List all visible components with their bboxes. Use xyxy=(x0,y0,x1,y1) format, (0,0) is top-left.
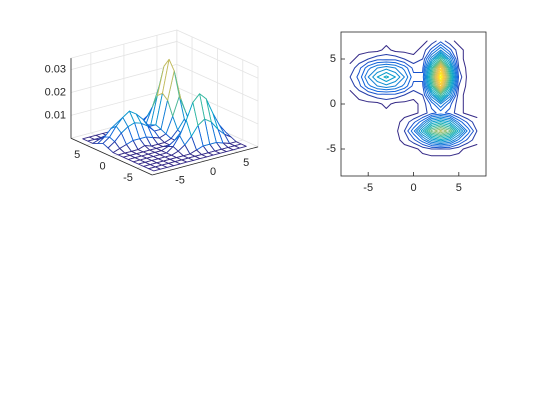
y-tick-label: 0 xyxy=(100,161,106,173)
grid-line xyxy=(176,63,259,102)
contour-line xyxy=(438,72,443,82)
mesh-cell xyxy=(162,58,175,101)
contour-line xyxy=(364,46,468,146)
y-tick-label: 5 xyxy=(330,53,336,65)
grid-line xyxy=(176,86,259,125)
x-tick-label: -5 xyxy=(175,175,185,187)
contour-line xyxy=(428,58,453,136)
contour-line xyxy=(349,40,478,157)
y-axis-line xyxy=(70,137,153,176)
contour-line xyxy=(383,54,459,141)
z-tick-label: 0.01 xyxy=(45,109,66,121)
grid-line xyxy=(70,41,177,70)
y-tick-label: -5 xyxy=(123,172,133,184)
x-tick-label: 0 xyxy=(210,166,216,178)
y-tick-label: -5 xyxy=(326,143,336,155)
contour-line xyxy=(356,41,474,149)
grid-line xyxy=(70,63,177,93)
x-axis-line xyxy=(152,146,259,176)
contour-line xyxy=(439,75,442,79)
plot-area xyxy=(341,32,486,176)
grid-line xyxy=(176,41,259,79)
contour-line xyxy=(434,62,448,132)
mesh-cell xyxy=(192,93,206,126)
mesh-cell xyxy=(115,117,129,134)
y-tick-label: 5 xyxy=(74,149,80,161)
x-tick-label: -5 xyxy=(363,182,373,194)
contour-line xyxy=(435,63,447,91)
contour-line xyxy=(424,55,457,139)
contour-line xyxy=(437,66,445,88)
contour-line xyxy=(436,65,446,89)
x-tick-label: 5 xyxy=(243,157,249,169)
z-tick-label: 0.02 xyxy=(45,86,66,98)
contour-line xyxy=(430,59,451,135)
z-tick-label: 0.03 xyxy=(45,64,66,76)
contour-line xyxy=(376,52,461,142)
contour-line xyxy=(372,51,464,143)
x-tick-label: 0 xyxy=(410,182,416,194)
y-tick-label: 0 xyxy=(330,98,336,110)
contour-line xyxy=(426,57,455,138)
x-tick-label: 5 xyxy=(456,182,462,194)
contour-line xyxy=(367,49,466,145)
contour-line xyxy=(437,68,444,86)
contour-line xyxy=(433,61,449,134)
mesh-cell xyxy=(148,166,161,172)
contour-line xyxy=(360,44,471,147)
contour-line xyxy=(349,40,478,150)
